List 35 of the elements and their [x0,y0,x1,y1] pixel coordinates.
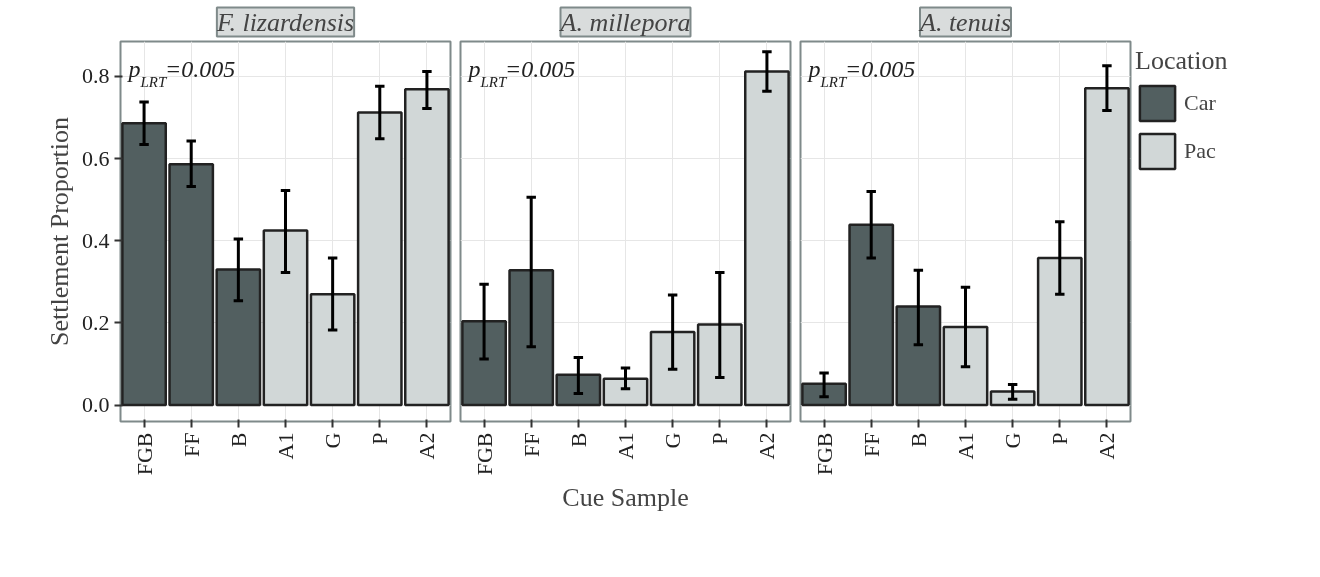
x-tick-label: A2 [1094,432,1120,460]
x-tick-label: FF [518,432,544,457]
x-tick-label: B [905,432,931,448]
legend-label: Car [1184,89,1217,117]
legend-title: Location [1135,46,1228,76]
x-tick-label: G [1000,432,1026,449]
y-tick-label: 0.8 [82,63,110,89]
bar [262,229,309,407]
y-tick-label: 0.0 [82,392,110,418]
y-tick-label: 0.4 [82,227,110,253]
y-tick-label: 0.2 [82,309,110,335]
x-tick-label: A2 [414,432,440,460]
y-tick-label: 0.6 [82,145,110,171]
x-tick-label: FGB [131,432,157,476]
x-tick-label: FGB [811,432,837,476]
x-tick-label: A1 [613,432,638,460]
bar [602,377,649,407]
x-tick-label: G [320,432,346,449]
x-axis-title: Cue Sample [562,483,689,513]
x-tick-label: P [707,432,733,445]
legend-label: Pac [1184,137,1217,165]
chart-title: F. lizardensis [215,7,355,37]
x-tick-label: FF [858,432,884,457]
x-tick-label: FF [178,432,204,457]
x-tick-label: A1 [273,432,298,460]
bar [942,325,989,407]
x-tick-label: G [660,432,686,449]
y-axis-title: Settlement Proportion [45,117,74,346]
x-tick-label: B [225,432,251,448]
x-tick-label: B [565,432,591,448]
x-tick-label: P [1047,432,1073,445]
x-tick-label: P [367,432,393,445]
x-tick-label: A1 [953,432,978,460]
x-tick-label: FGB [471,432,497,476]
x-tick-label: A2 [754,432,780,460]
